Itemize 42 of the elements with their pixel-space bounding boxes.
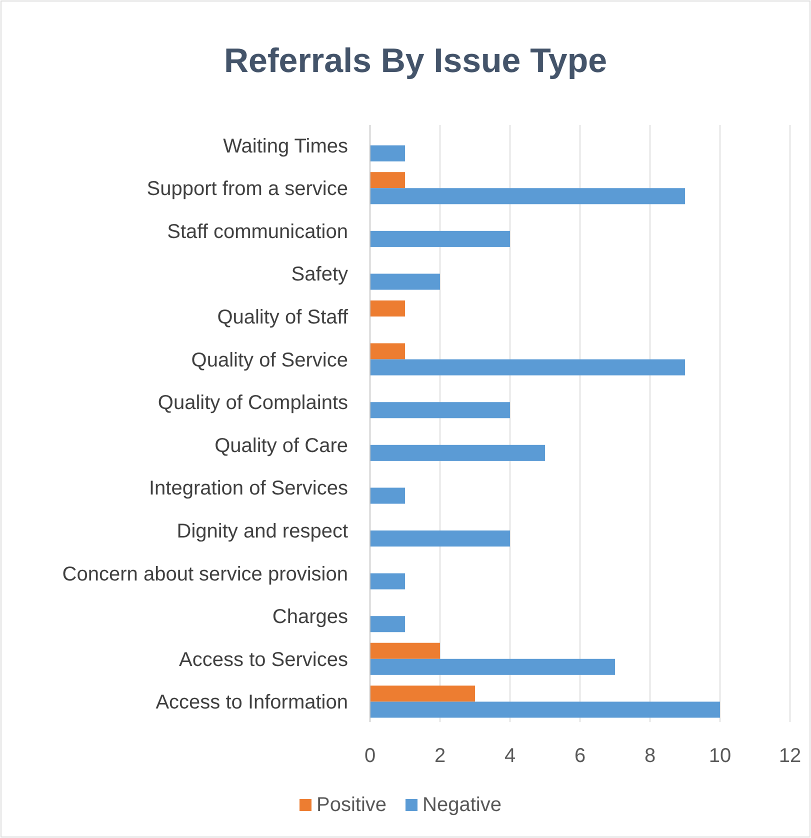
y-tick-label: Access to Information: [156, 692, 348, 714]
y-tick-label: Access to Services: [179, 648, 348, 671]
bar: [370, 343, 405, 360]
bar: [370, 686, 475, 702]
x-tick-label: 2: [434, 745, 446, 767]
chart-title: Referrals By Issue Type: [224, 42, 607, 80]
bar: [370, 530, 510, 547]
bar: [370, 642, 440, 659]
bar: [370, 359, 685, 376]
bar: [370, 658, 615, 675]
x-tick-label: 4: [504, 745, 516, 767]
y-tick-label: Concern about service provision: [62, 563, 348, 586]
bar: [370, 300, 405, 317]
y-tick-label: Quality of Complaints: [158, 392, 348, 414]
y-tick-label: Quality of Staff: [217, 306, 348, 329]
bar: [370, 402, 510, 418]
y-tick-label: Dignity and respect: [176, 520, 348, 542]
x-tick-label: 0: [364, 745, 376, 767]
y-tick-label: Integration of Services: [149, 478, 348, 500]
x-tick-label: 6: [574, 745, 586, 767]
y-tick-label: Support from a service: [146, 178, 348, 200]
legend-label: Positive: [316, 794, 387, 816]
bar: [370, 188, 685, 204]
x-tick-label: 10: [708, 745, 732, 767]
y-tick-label: Safety: [291, 264, 348, 286]
y-tick-label: Staff communication: [167, 220, 348, 243]
y-tick-label: Charges: [272, 606, 348, 628]
y-tick-label: Quality of Service: [191, 349, 348, 372]
bar: [370, 230, 510, 247]
x-tick-label: 8: [644, 745, 656, 767]
y-tick-label: Waiting Times: [223, 135, 348, 158]
bar: [370, 616, 405, 632]
bar: [370, 444, 545, 461]
y-tick-label: Quality of Care: [214, 434, 348, 457]
legend-label: Negative: [422, 794, 502, 816]
x-tick-label: 12: [778, 745, 802, 767]
bar: [370, 172, 405, 188]
bar: [370, 702, 720, 718]
bar: [370, 488, 405, 504]
bar: [370, 573, 405, 590]
bar: [370, 145, 405, 162]
bar: [370, 274, 440, 290]
